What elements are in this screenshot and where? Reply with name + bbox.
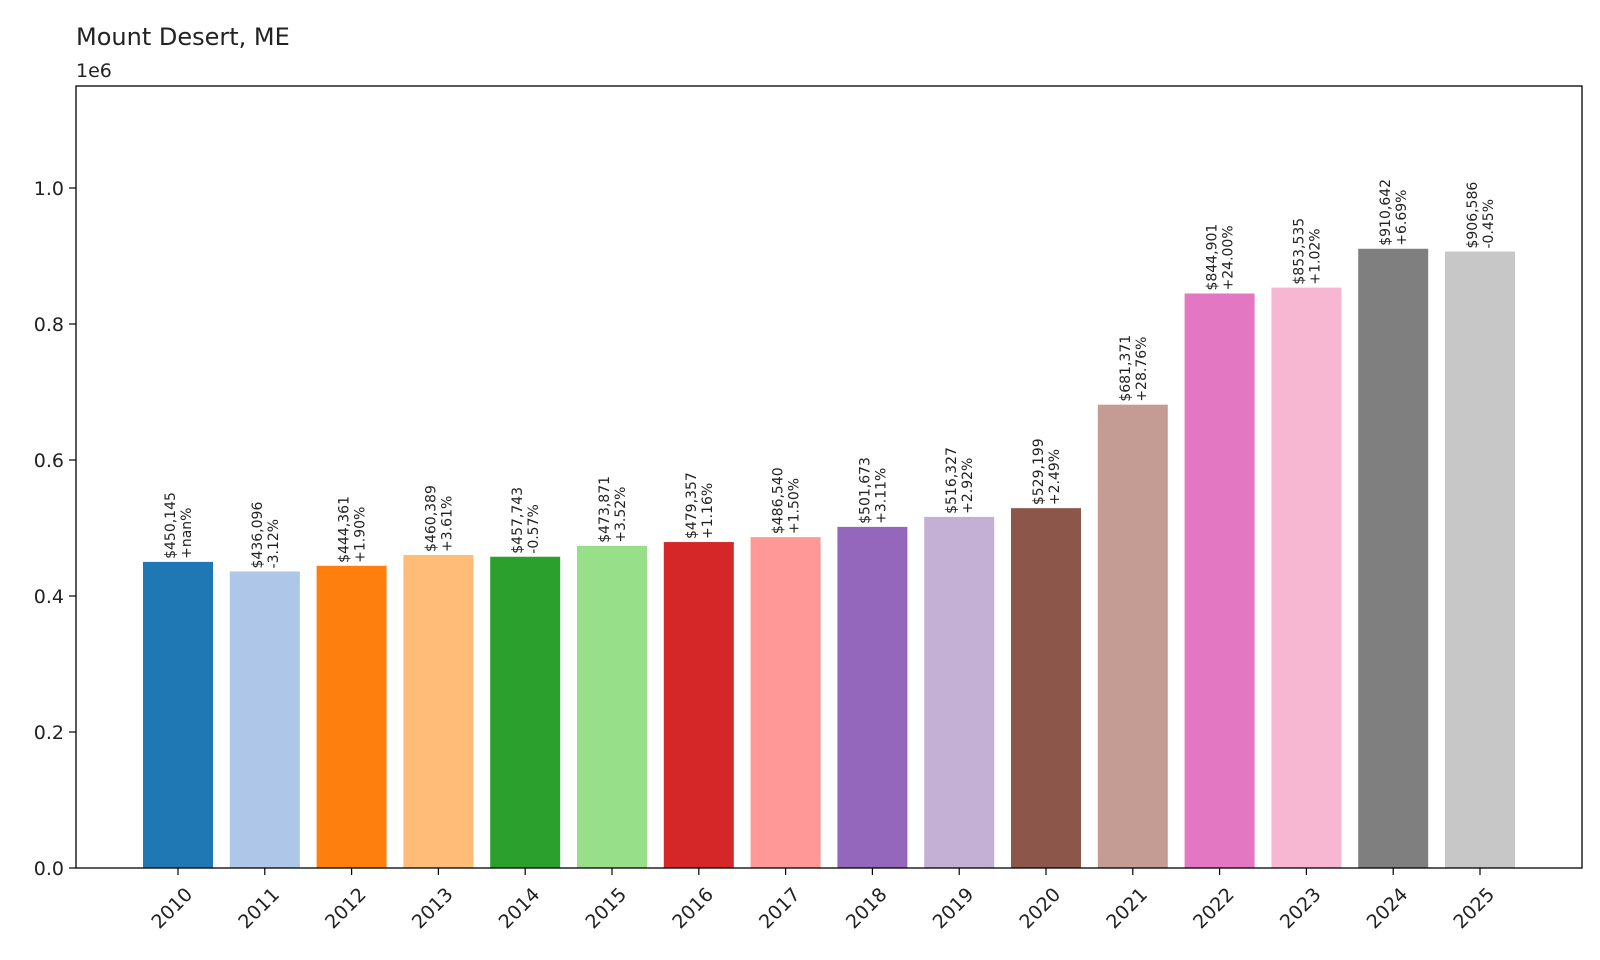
bar-value-label: $436,096 <box>250 502 266 569</box>
bar-change-label: +nan% <box>179 508 195 559</box>
y-tick-label: 0.4 <box>34 586 64 608</box>
plot-frame <box>75 85 1583 869</box>
bar-label-2015: $473,871+3.52% <box>597 476 629 543</box>
plot-area: $450,145+nan% 2010 $436,096-3.12% 2011 $444,… <box>34 85 1583 934</box>
bar-change-label: +1.02% <box>1307 228 1323 284</box>
bar-2011 <box>229 571 300 868</box>
bar-label-2025: $906,586-0.45% <box>1465 182 1497 249</box>
x-tick-label: 2010 <box>147 884 197 934</box>
bar-label-2018: $501,673+3.11% <box>857 457 889 524</box>
bar-value-label: $486,540 <box>771 467 787 534</box>
axis-offset-label: 1e6 <box>76 60 112 82</box>
bar-2024 <box>1358 248 1429 868</box>
bar-2012 <box>316 565 387 868</box>
bar-label-2020: $529,199+2.49% <box>1031 438 1063 505</box>
bar-2014 <box>490 556 561 868</box>
x-tick-label: 2017 <box>755 884 805 934</box>
x-tick-label: 2023 <box>1276 884 1326 934</box>
bar-change-label: +1.16% <box>700 483 716 539</box>
bar-change-label: -3.12% <box>266 519 282 569</box>
bar-label-2017: $486,540+1.50% <box>771 467 803 534</box>
bar-change-label: -0.57% <box>526 504 542 554</box>
bar-value-label: $906,586 <box>1465 182 1481 249</box>
bar-value-label: $910,642 <box>1378 179 1394 246</box>
bar-2016 <box>663 542 734 868</box>
bar-value-label: $844,901 <box>1205 224 1221 291</box>
bar-label-2024: $910,642+6.69% <box>1378 179 1410 246</box>
bar-label-2016: $479,357+1.16% <box>684 472 716 539</box>
bar-change-label: +3.11% <box>873 468 889 524</box>
bar-label-2022: $844,901+24.00% <box>1205 224 1237 291</box>
x-tick-label: 2019 <box>929 884 979 934</box>
bar-value-label: $444,361 <box>337 496 353 563</box>
bar-value-label: $479,357 <box>684 472 700 539</box>
y-tick-label: 1.0 <box>34 178 64 200</box>
x-tick-label: 2025 <box>1449 884 1499 934</box>
bar-2018 <box>837 526 908 868</box>
bar-change-label: +1.50% <box>787 478 803 534</box>
bar-value-label: $853,535 <box>1291 218 1307 285</box>
bar-label-2012: $444,361+1.90% <box>337 496 369 563</box>
bar-change-label: +6.69% <box>1394 190 1410 246</box>
bar-change-label: +3.61% <box>439 496 455 552</box>
bar-change-label: +24.00% <box>1221 225 1237 290</box>
bar-value-label: $473,871 <box>597 476 613 543</box>
bar-change-label: +2.49% <box>1047 449 1063 505</box>
x-tick-label: 2013 <box>408 884 458 934</box>
bar-change-label: +28.76% <box>1134 337 1150 402</box>
bar-2010 <box>143 561 213 868</box>
y-tick-label: 0.8 <box>34 314 64 336</box>
x-tick-label: 2014 <box>495 884 545 934</box>
bar-2021 <box>1097 404 1168 868</box>
bar-value-label: $501,673 <box>857 457 873 524</box>
bar-2020 <box>1011 508 1081 868</box>
x-tick-label: 2021 <box>1102 884 1152 934</box>
bar-change-label: -0.45% <box>1481 199 1497 249</box>
bar-label-2023: $853,535+1.02% <box>1291 218 1323 285</box>
x-tick-label: 2012 <box>321 884 371 934</box>
bar-label-2013: $460,389+3.61% <box>423 485 455 552</box>
bar-2022 <box>1184 293 1255 869</box>
bar-2013 <box>403 554 474 868</box>
bar-2023 <box>1271 287 1342 869</box>
bar-2015 <box>577 545 647 868</box>
x-tick-label: 2022 <box>1189 884 1239 934</box>
bar-label-2014: $457,743-0.57% <box>510 487 542 554</box>
x-tick-label: 2011 <box>234 884 284 934</box>
bar-2025 <box>1445 251 1515 868</box>
bar-label-2019: $516,327+2.92% <box>944 447 976 514</box>
y-tick-label: 0.6 <box>34 450 64 472</box>
chart-title: Mount Desert, ME <box>76 23 290 51</box>
bar-label-2021: $681,371+28.76% <box>1118 335 1150 402</box>
bar-value-label: $516,327 <box>944 447 960 514</box>
bar-value-label: $450,145 <box>163 492 179 559</box>
bar-change-label: +3.52% <box>613 487 629 543</box>
bar-change-label: +2.92% <box>960 458 976 514</box>
bar-value-label: $529,199 <box>1031 438 1047 505</box>
y-tick-label: 0.0 <box>34 858 64 880</box>
bar-value-label: $457,743 <box>510 487 526 554</box>
x-tick-label: 2015 <box>581 884 631 934</box>
bar-value-label: $460,389 <box>423 485 439 552</box>
x-tick-label: 2016 <box>668 884 718 934</box>
bar-value-label: $681,371 <box>1118 335 1134 402</box>
bar-label-2011: $436,096-3.12% <box>250 502 282 569</box>
x-tick-label: 2024 <box>1363 884 1413 934</box>
bar-2017 <box>750 537 821 868</box>
x-tick-label: 2020 <box>1015 884 1065 934</box>
y-tick-label: 0.2 <box>34 722 64 744</box>
x-tick-label: 2018 <box>842 884 892 934</box>
bar-2019 <box>924 516 995 868</box>
bar-label-2010: $450,145+nan% <box>163 492 195 559</box>
bar-change-label: +1.90% <box>353 507 369 563</box>
